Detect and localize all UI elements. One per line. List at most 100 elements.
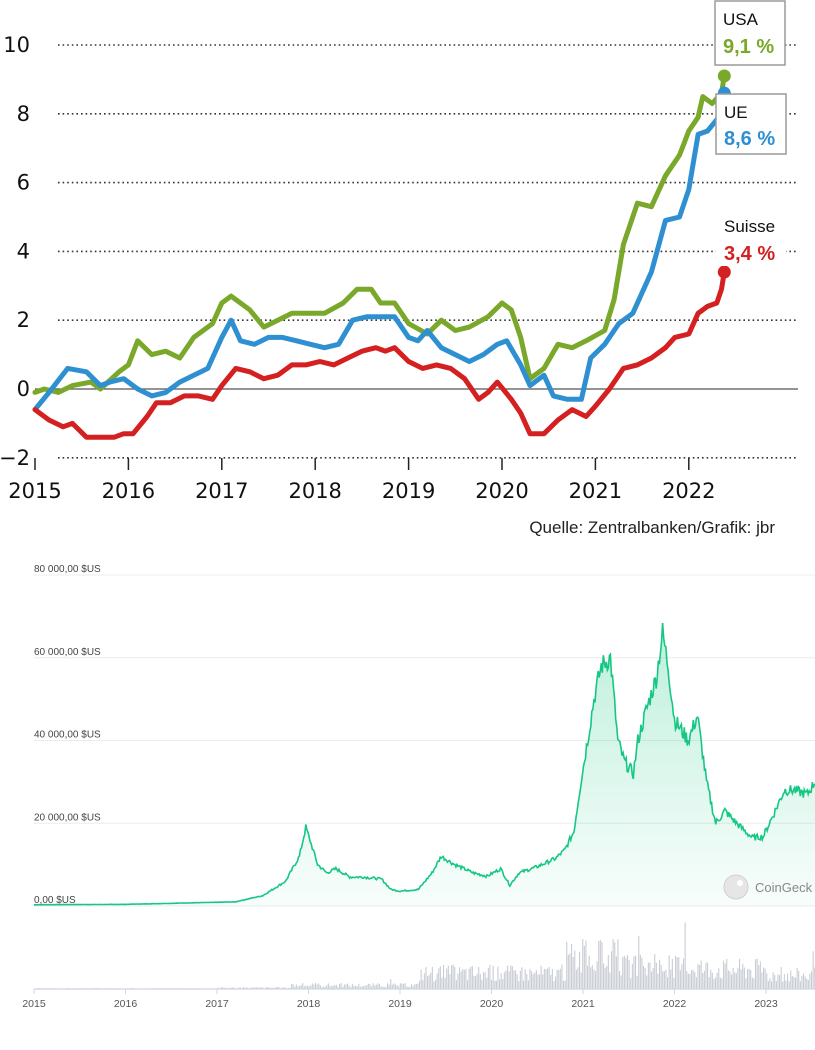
volume-bar [513,970,515,989]
volume-bar [246,987,248,989]
volume-bar [705,962,707,989]
volume-bar [310,985,312,989]
volume-bar [505,970,507,989]
volume-bar [662,971,664,989]
volume-bar [372,983,374,989]
volume-bar [374,985,376,989]
volume-bar [649,962,651,989]
volume-bar [804,976,806,989]
y-gridlines [35,44,798,459]
volume-bar [455,980,457,989]
volume-bar [435,979,437,989]
volume-bar [739,958,741,989]
label-box [714,0,786,66]
volume-bar [340,983,342,989]
series-name: Suisse [724,217,775,236]
volume-bar [606,965,608,989]
volume-bar [403,983,405,989]
volume-bar [433,981,435,989]
volume-bar [326,985,328,989]
volume-bar [494,980,496,989]
label-box [716,208,786,266]
volume-bar [313,984,315,989]
volume-bar [316,984,318,989]
volume-bar [775,981,777,989]
volume-bar [443,965,445,989]
end-labels: USA 9,1 % UE 8,6 % Suisse 3,4 % [714,0,787,266]
volume-bar [707,962,709,989]
x-tick-label: 2016 [114,998,138,1010]
volume-bar [489,964,491,989]
volume-bar [780,967,782,989]
volume-bar [291,983,293,989]
volume-bar [684,922,686,989]
volume-bar [743,967,745,989]
y-tick-label: 2 [17,308,30,332]
volume-bar [748,969,750,989]
volume-bar [398,986,400,989]
volume-bar [678,957,680,989]
volume-bar [492,965,494,989]
volume-bar [550,974,552,989]
volume-bar [755,959,757,989]
volume-bar [415,984,417,989]
volume-bar [566,941,568,989]
volume-bar [457,973,459,989]
volume-bar [715,977,717,989]
volume-bar [476,973,478,989]
volume-bar [351,983,353,989]
y-tick-label: 80 000,00 $US [34,564,101,575]
volume-bar [262,987,264,989]
volume-bar [375,984,377,989]
end-label-suisse: Suisse 3,4 % [716,208,786,266]
volume-bar [747,969,749,989]
volume-bar [233,987,235,989]
volume-bar [343,984,345,989]
volume-bar [473,975,475,989]
volume-bar [663,971,665,989]
volume-bar [323,986,325,989]
volume-bar [665,969,667,989]
series-value: 9,1 % [723,36,774,58]
volume-bar [623,955,625,989]
volume-bar [438,968,440,989]
volume-bar [364,985,366,989]
volume-bar [574,950,576,989]
volume-bar [423,973,425,989]
volume-bar [447,965,449,989]
volume-bar [719,977,721,989]
source-credit: Quelle: Zentralbanken/Grafik: jbr [529,518,775,537]
volume-bar [495,980,497,989]
volume-bar [556,969,558,989]
y-tick-label: 40 000,00 $US [34,730,101,741]
volume-bar [577,967,579,989]
price-area [34,623,815,906]
volume-bar [327,983,329,989]
volume-bar [721,978,723,989]
volume-bar [484,972,486,989]
volume-bar [652,968,654,989]
volume-bar [620,975,622,989]
volume-bar [355,985,357,989]
volume-bar [796,968,798,989]
volume-bar [547,968,549,989]
x-axis: 2015 2016 2017 2018 2019 2020 2021 2022 2023 [22,988,815,1010]
volume-bar [414,984,416,989]
volume-bar [516,974,518,989]
x-tick-label: 2020 [480,998,504,1010]
y-tick-label: 4 [17,239,30,263]
y-tick-label: 20 000,00 $US [34,812,101,823]
volume-bar [758,965,760,989]
volume-bar [446,968,448,989]
volume-bar [411,984,413,989]
volume-bar [359,986,361,989]
volume-bar [404,983,406,989]
volume-bar [331,986,333,989]
volume-bar [564,980,566,989]
volume-bar [462,969,464,989]
volume-bar [539,974,541,989]
volume-bar [593,969,595,989]
volume-bar [609,972,611,989]
volume-bar [289,987,291,989]
volume-bar [363,986,365,989]
